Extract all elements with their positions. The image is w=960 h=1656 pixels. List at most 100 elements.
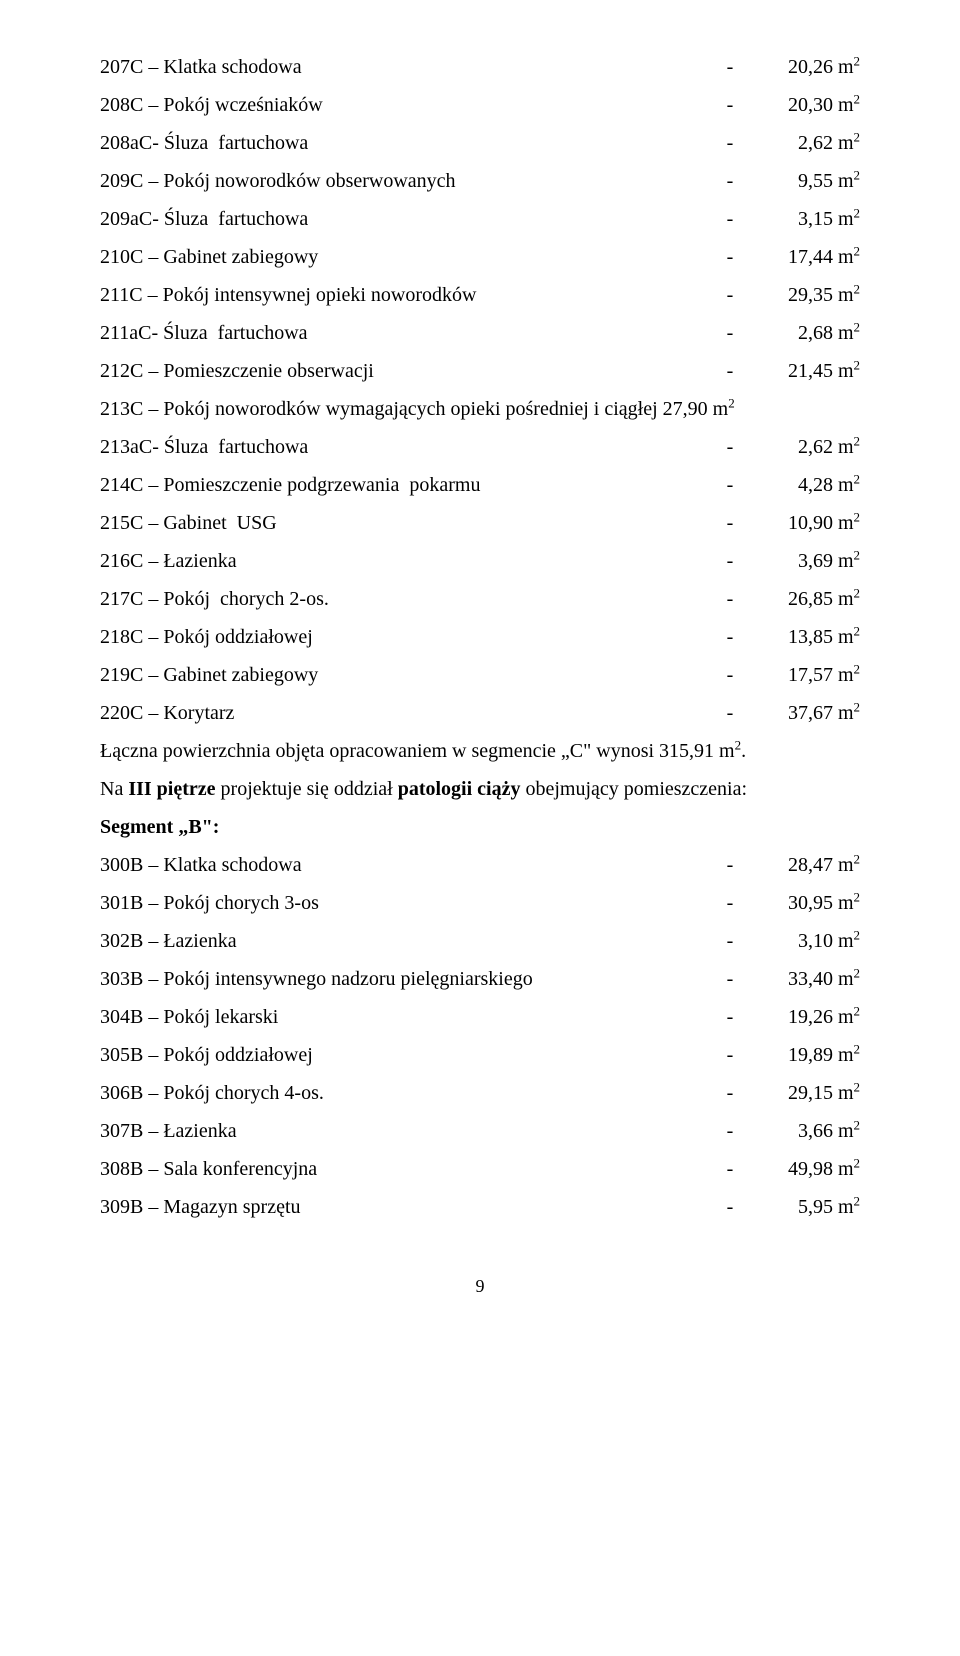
room-label: 207C – Klatka schodowa xyxy=(100,48,710,86)
dash-separator: - xyxy=(710,1074,750,1112)
dash-separator: - xyxy=(710,276,750,314)
room-label: 208C – Pokój wcześniaków xyxy=(100,86,710,124)
dash-separator: - xyxy=(710,884,750,922)
dash-separator: - xyxy=(710,1188,750,1226)
page-number: 9 xyxy=(100,1276,860,1297)
dash-separator: - xyxy=(710,1150,750,1188)
room-label: 212C – Pomieszczenie obserwacji xyxy=(100,352,710,390)
room-row: 211C – Pokój intensywnej opieki noworodk… xyxy=(100,276,860,314)
dash-separator: - xyxy=(710,580,750,618)
room-label: 214C – Pomieszczenie podgrzewania pokarm… xyxy=(100,466,710,504)
room-value: 3,66 m2 xyxy=(750,1112,860,1150)
room-value: 21,45 m2 xyxy=(750,352,860,390)
room-row: 304B – Pokój lekarski-19,26 m2 xyxy=(100,998,860,1036)
dash-separator: - xyxy=(710,466,750,504)
dash-separator: - xyxy=(710,124,750,162)
room-label: 307B – Łazienka xyxy=(100,1112,710,1150)
room-row-213c: 213C – Pokój noworodków wymagających opi… xyxy=(100,390,860,428)
room-value: 20,26 m2 xyxy=(750,48,860,86)
room-value: 10,90 m2 xyxy=(750,504,860,542)
room-row: 219C – Gabinet zabiegowy-17,57 m2 xyxy=(100,656,860,694)
room-value: 28,47 m2 xyxy=(750,846,860,884)
floor-intro: Na III piętrze projektuje się oddział pa… xyxy=(100,770,860,808)
room-row: 216C – Łazienka-3,69 m2 xyxy=(100,542,860,580)
dash-separator: - xyxy=(710,48,750,86)
room-row: 209aC- Śluza fartuchowa-3,15 m2 xyxy=(100,200,860,238)
room-value: 17,57 m2 xyxy=(750,656,860,694)
room-value: 3,69 m2 xyxy=(750,542,860,580)
dash-separator: - xyxy=(710,542,750,580)
page-content: 207C – Klatka schodowa-20,26 m2208C – Po… xyxy=(0,0,960,1337)
room-row: 300B – Klatka schodowa-28,47 m2 xyxy=(100,846,860,884)
room-value: 29,35 m2 xyxy=(750,276,860,314)
room-row: 303B – Pokój intensywnego nadzoru pielęg… xyxy=(100,960,860,998)
room-label: 213aC- Śluza fartuchowa xyxy=(100,428,710,466)
room-label: 216C – Łazienka xyxy=(100,542,710,580)
room-label: 215C – Gabinet USG xyxy=(100,504,710,542)
dash-separator: - xyxy=(710,200,750,238)
room-value: 9,55 m2 xyxy=(750,162,860,200)
room-row: 309B – Magazyn sprzętu-5,95 m2 xyxy=(100,1188,860,1226)
room-value: 19,26 m2 xyxy=(750,998,860,1036)
room-row: 208C – Pokój wcześniaków-20,30 m2 xyxy=(100,86,860,124)
room-row: 217C – Pokój chorych 2-os.-26,85 m2 xyxy=(100,580,860,618)
room-label: 302B – Łazienka xyxy=(100,922,710,960)
room-row: 214C – Pomieszczenie podgrzewania pokarm… xyxy=(100,466,860,504)
room-label: 303B – Pokój intensywnego nadzoru pielęg… xyxy=(100,960,710,998)
room-row: 212C – Pomieszczenie obserwacji-21,45 m2 xyxy=(100,352,860,390)
room-value: 30,95 m2 xyxy=(750,884,860,922)
dash-separator: - xyxy=(710,960,750,998)
room-row: 209C – Pokój noworodków obserwowanych-9,… xyxy=(100,162,860,200)
room-row: 308B – Sala konferencyjna-49,98 m2 xyxy=(100,1150,860,1188)
room-row: 220C – Korytarz-37,67 m2 xyxy=(100,694,860,732)
room-row: 306B – Pokój chorych 4-os.-29,15 m2 xyxy=(100,1074,860,1112)
dash-separator: - xyxy=(710,1036,750,1074)
room-row: 207C – Klatka schodowa-20,26 m2 xyxy=(100,48,860,86)
room-label: 300B – Klatka schodowa xyxy=(100,846,710,884)
room-value: 2,68 m2 xyxy=(750,314,860,352)
room-label: 209C – Pokój noworodków obserwowanych xyxy=(100,162,710,200)
dash-separator: - xyxy=(710,694,750,732)
room-row: 218C – Pokój oddziałowej-13,85 m2 xyxy=(100,618,860,656)
dash-separator: - xyxy=(710,86,750,124)
dash-separator: - xyxy=(710,656,750,694)
dash-separator: - xyxy=(710,162,750,200)
room-row: 210C – Gabinet zabiegowy-17,44 m2 xyxy=(100,238,860,276)
room-value: 19,89 m2 xyxy=(750,1036,860,1074)
room-row: 215C – Gabinet USG-10,90 m2 xyxy=(100,504,860,542)
room-value: 20,30 m2 xyxy=(750,86,860,124)
room-label: 211C – Pokój intensywnej opieki noworodk… xyxy=(100,276,710,314)
room-label: 208aC- Śluza fartuchowa xyxy=(100,124,710,162)
dash-separator: - xyxy=(710,504,750,542)
room-full-line: 213C – Pokój noworodków wymagających opi… xyxy=(100,390,860,428)
room-value: 3,10 m2 xyxy=(750,922,860,960)
summary-segment-c: Łączna powierzchnia objęta opracowaniem … xyxy=(100,732,860,770)
dash-separator: - xyxy=(710,352,750,390)
room-row: 301B – Pokój chorych 3-os-30,95 m2 xyxy=(100,884,860,922)
room-label: 308B – Sala konferencyjna xyxy=(100,1150,710,1188)
room-row: 213aC- Śluza fartuchowa-2,62 m2 xyxy=(100,428,860,466)
room-label: 210C – Gabinet zabiegowy xyxy=(100,238,710,276)
room-value: 29,15 m2 xyxy=(750,1074,860,1112)
room-row: 208aC- Śluza fartuchowa-2,62 m2 xyxy=(100,124,860,162)
room-label: 306B – Pokój chorych 4-os. xyxy=(100,1074,710,1112)
room-value: 26,85 m2 xyxy=(750,580,860,618)
dash-separator: - xyxy=(710,314,750,352)
room-row: 302B – Łazienka-3,10 m2 xyxy=(100,922,860,960)
room-value: 3,15 m2 xyxy=(750,200,860,238)
room-value: 49,98 m2 xyxy=(750,1150,860,1188)
dash-separator: - xyxy=(710,618,750,656)
dash-separator: - xyxy=(710,998,750,1036)
room-value: 4,28 m2 xyxy=(750,466,860,504)
room-value: 17,44 m2 xyxy=(750,238,860,276)
room-value: 5,95 m2 xyxy=(750,1188,860,1226)
room-label: 304B – Pokój lekarski xyxy=(100,998,710,1036)
room-value: 2,62 m2 xyxy=(750,124,860,162)
room-row: 211aC- Śluza fartuchowa-2,68 m2 xyxy=(100,314,860,352)
room-label: 301B – Pokój chorych 3-os xyxy=(100,884,710,922)
room-row: 305B – Pokój oddziałowej-19,89 m2 xyxy=(100,1036,860,1074)
room-label: 219C – Gabinet zabiegowy xyxy=(100,656,710,694)
dash-separator: - xyxy=(710,922,750,960)
dash-separator: - xyxy=(710,846,750,884)
room-label: 211aC- Śluza fartuchowa xyxy=(100,314,710,352)
